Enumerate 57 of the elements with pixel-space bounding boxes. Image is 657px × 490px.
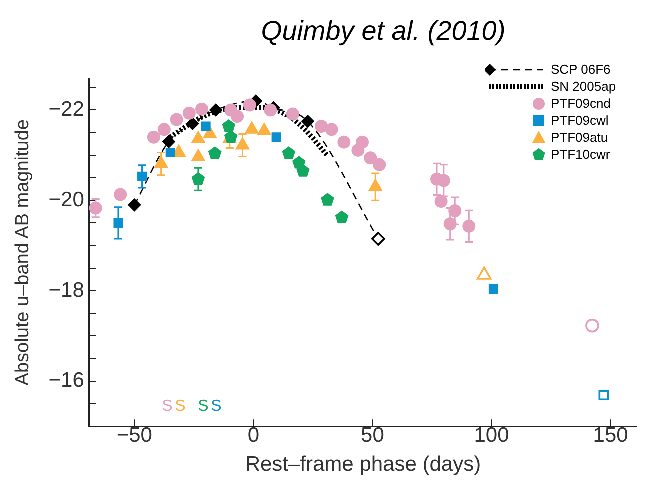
point xyxy=(315,120,328,134)
y-tick-label: −16 xyxy=(48,369,84,392)
annotation: S xyxy=(198,398,209,416)
y-tick-label: −22 xyxy=(48,98,84,122)
legend-label: PTF09atu xyxy=(551,130,610,145)
point xyxy=(128,198,142,212)
point xyxy=(335,210,349,224)
point xyxy=(162,135,176,148)
point xyxy=(586,318,600,333)
legend-label: PTF09cwl xyxy=(551,113,610,128)
y-tick-label: −20 xyxy=(48,188,84,212)
legend-label: SN 2005ap xyxy=(551,79,618,94)
annotation: S xyxy=(211,398,222,416)
x-tick-label: 50 xyxy=(361,424,384,447)
point xyxy=(434,195,448,208)
annotation: S xyxy=(175,398,186,416)
point xyxy=(186,117,200,130)
point xyxy=(286,108,300,121)
point xyxy=(182,106,196,120)
point xyxy=(488,284,498,294)
point xyxy=(325,123,338,136)
x-tick-label: −50 xyxy=(116,424,152,447)
point xyxy=(222,120,236,132)
point xyxy=(296,164,310,177)
x-tick-label: 100 xyxy=(474,424,510,447)
point xyxy=(364,152,378,165)
point xyxy=(196,102,209,116)
chart-title: Quimby et al. (2010) xyxy=(260,15,507,48)
point xyxy=(170,113,184,126)
point xyxy=(352,144,365,157)
point xyxy=(192,172,206,186)
point xyxy=(231,110,244,124)
annotation: S xyxy=(162,398,173,416)
point xyxy=(338,136,351,149)
x-tick-label: 0 xyxy=(248,424,260,447)
point xyxy=(264,104,278,117)
point xyxy=(301,115,314,128)
point xyxy=(373,158,386,172)
point xyxy=(272,132,282,142)
point xyxy=(201,122,211,132)
point xyxy=(243,98,256,112)
y-tick-label: −18 xyxy=(48,278,84,302)
point xyxy=(208,146,222,160)
y-axis-title: Absolute u–band AB magnitude xyxy=(12,119,34,386)
point xyxy=(166,148,176,158)
point xyxy=(158,123,171,136)
x-tick-label: 150 xyxy=(593,424,628,447)
point xyxy=(282,146,296,160)
legend-label: PTF09cnd xyxy=(551,96,612,111)
point xyxy=(147,130,160,144)
point xyxy=(210,104,223,117)
x-axis-title: Rest–frame phase (days) xyxy=(245,453,482,476)
point xyxy=(321,193,334,206)
point xyxy=(598,390,610,401)
point xyxy=(114,188,128,202)
legend-label: SCP 06F6 xyxy=(551,62,612,77)
legend-label: PTF10cwr xyxy=(551,147,612,162)
